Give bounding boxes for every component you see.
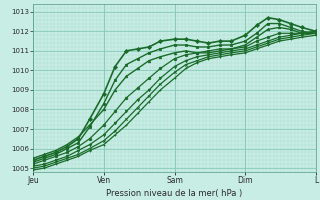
X-axis label: Pression niveau de la mer( hPa ): Pression niveau de la mer( hPa ) bbox=[106, 189, 243, 198]
